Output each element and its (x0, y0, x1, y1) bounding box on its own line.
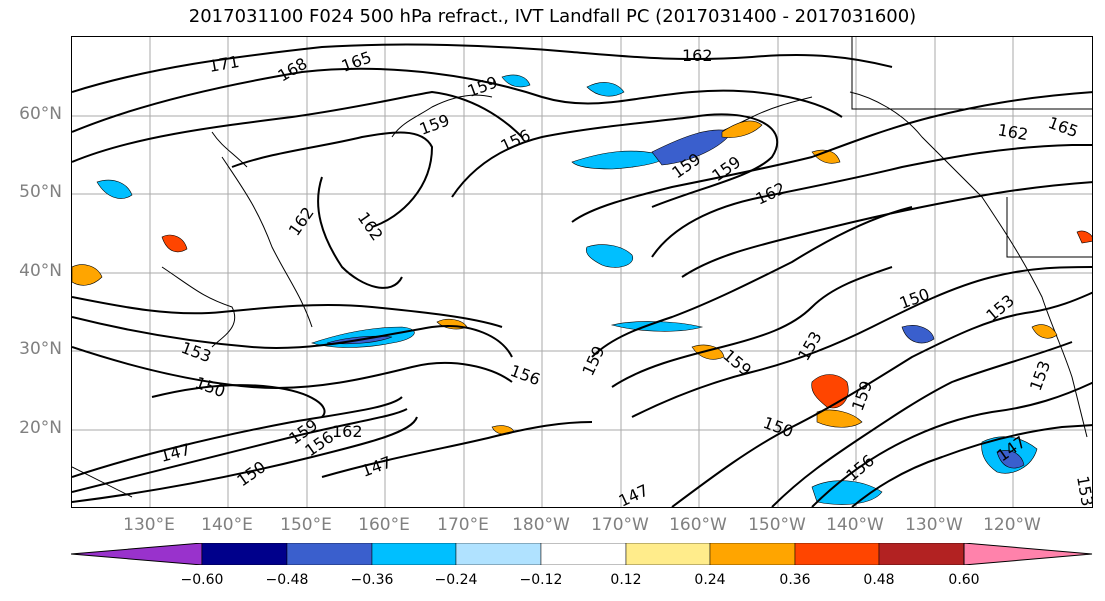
colorbar-segment (286, 543, 373, 565)
colorbar-segment (709, 543, 796, 565)
contour-label: 147 (359, 452, 394, 480)
lon-label-170w: 170°W (591, 515, 649, 535)
contour-label: 156 (842, 451, 878, 485)
lat-label-50n: 50°N (19, 182, 62, 202)
lon-label-160e: 160°E (358, 515, 410, 535)
colorbar-segment (540, 543, 627, 565)
colorbar-tick: −0.60 (180, 572, 224, 588)
colorbar-tick: −0.48 (265, 572, 309, 588)
contour-label: 159 (848, 378, 876, 413)
contour-label: 162 (682, 46, 713, 65)
lon-label-130w: 130°W (905, 515, 963, 535)
contour-label: 150 (761, 413, 796, 441)
colorbar-segment (201, 543, 288, 565)
lon-label-150w: 150°W (748, 515, 806, 535)
contour-label: 153 (1026, 358, 1054, 393)
colorbar-extend-max (963, 543, 1093, 565)
contour-label: 171 (207, 52, 240, 76)
contour-label: 168 (275, 54, 311, 86)
contour-label: 150 (233, 457, 269, 490)
contour-label: 150 (897, 284, 932, 312)
contour-label: 153 (1073, 474, 1093, 507)
contour-label: 165 (339, 47, 374, 75)
contour-label: 162 (332, 422, 363, 441)
lon-label-140e: 140°E (201, 515, 253, 535)
lon-label-170e: 170°E (437, 515, 489, 535)
colorbar-tick: −0.36 (350, 572, 394, 588)
contour-label: 159 (417, 110, 452, 138)
lat-label-40n: 40°N (19, 261, 62, 281)
colorbar (71, 543, 1093, 565)
lon-label-120w: 120°W (983, 515, 1041, 535)
lon-label-150e: 150°E (280, 515, 332, 535)
colorbar-tick: 0.60 (948, 572, 980, 588)
colorbar-tick: −0.12 (519, 572, 563, 588)
map-title: 2017031100 F024 500 hPa refract., IVT La… (188, 6, 917, 27)
contour-label: 162 (354, 208, 387, 244)
colorbar-tick: 0.48 (863, 572, 895, 588)
colorbar-tick: −0.24 (434, 572, 478, 588)
lon-label-180w: 180°W (512, 515, 570, 535)
contour-label: 165 (1046, 113, 1081, 141)
colorbar-tick: 0.12 (610, 572, 642, 588)
contour-label: 159 (708, 152, 744, 185)
colorbar-extend-min (71, 543, 203, 565)
colorbar-segment (878, 543, 965, 565)
lon-label-130e: 130°E (123, 515, 175, 535)
lon-label-160w: 160°W (669, 515, 727, 535)
colorbar-tick: 0.24 (694, 572, 726, 588)
coastlines (72, 37, 1092, 498)
contour-label: 159 (578, 343, 608, 379)
lat-label-20n: 20°N (19, 418, 62, 438)
ivt-shading (72, 74, 1092, 505)
colorbar-segment (371, 543, 457, 565)
contour-label: 162 (996, 120, 1029, 144)
lat-label-30n: 30°N (19, 339, 62, 359)
contour-label: 162 (285, 203, 318, 239)
contour-label: 156 (508, 361, 543, 389)
colorbar-tick: 0.36 (779, 572, 811, 588)
contour-label: 156 (498, 125, 534, 155)
lat-label-60n: 60°N (19, 104, 62, 124)
graticule (72, 37, 1092, 507)
contour-label: 159 (465, 72, 500, 100)
contour-label: 147 (158, 440, 192, 466)
lon-label-140w: 140°W (826, 515, 884, 535)
contour-label: 150 (193, 373, 228, 401)
colorbar-segment (794, 543, 880, 565)
height-contours (72, 43, 1092, 507)
map-panel[interactable]: 171 168 165 162 159 159 156 159 159 162 … (71, 36, 1093, 508)
colorbar-segment (455, 543, 542, 565)
contour-label: 162 (753, 178, 789, 208)
colorbar-segment (625, 543, 711, 565)
map-canvas: 171 168 165 162 159 159 156 159 159 162 … (72, 37, 1093, 507)
